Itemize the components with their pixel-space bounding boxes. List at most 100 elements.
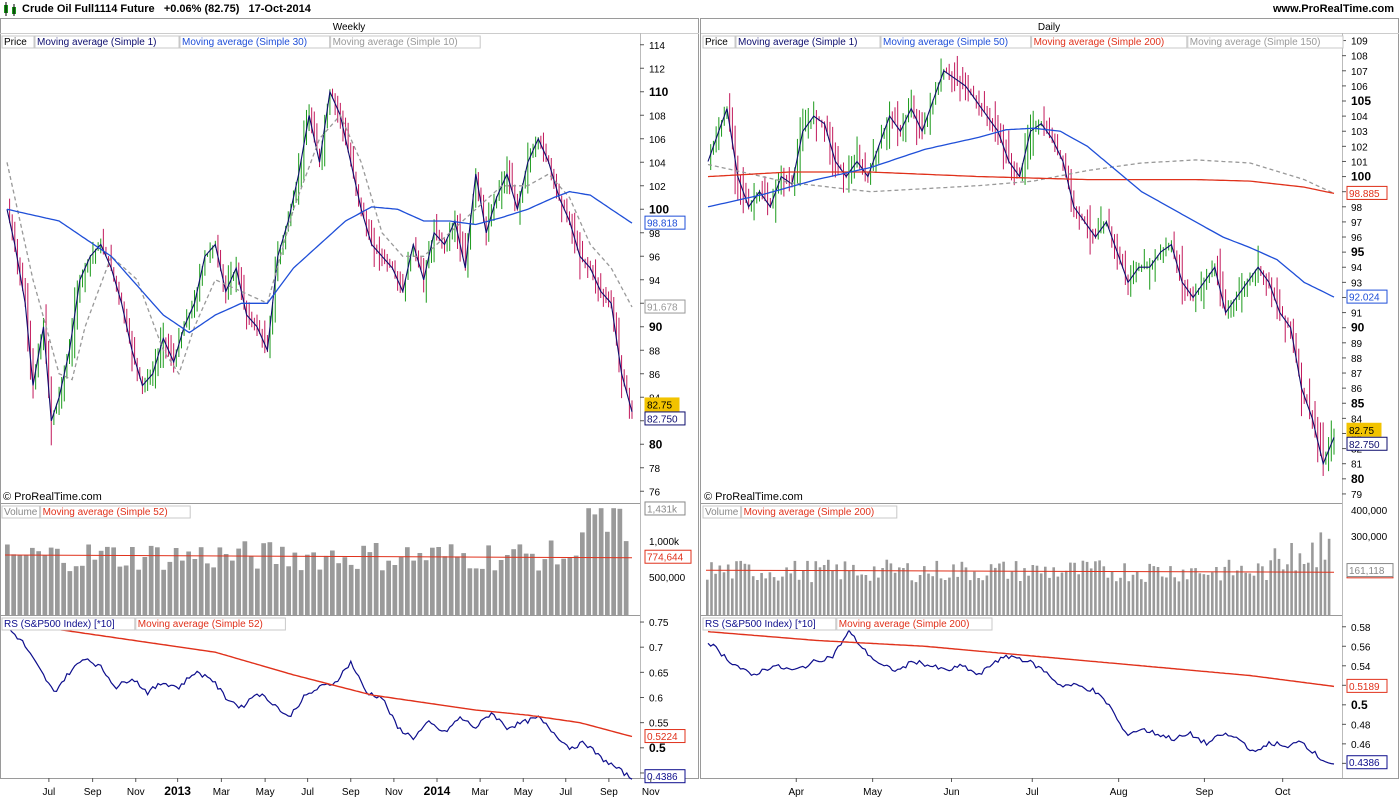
daily-volume-bar <box>818 567 822 615</box>
weekly-volume-bar <box>548 540 554 615</box>
daily-ytick-label: 85 <box>1351 396 1365 410</box>
daily-volume-bar <box>839 579 843 615</box>
daily-volume-bar <box>881 568 884 615</box>
weekly-volume-bar <box>561 558 566 615</box>
daily-volume-bar <box>722 572 726 615</box>
daily-volume-bar <box>872 566 876 615</box>
daily-volume-bar <box>814 561 818 615</box>
daily-volume-bar <box>923 566 926 615</box>
daily-volume-bar <box>1039 573 1043 615</box>
weekly-ytick-label: 106 <box>649 135 666 146</box>
daily-price-legend-box <box>702 35 736 49</box>
daily-ytick-label: 108 <box>1351 52 1368 63</box>
daily-volume-bar <box>1148 563 1151 615</box>
daily-volume-bar <box>1085 561 1089 615</box>
daily-volume-bar <box>964 567 968 615</box>
weekly-xtick-label: Nov <box>385 787 403 798</box>
daily-ytick-label: 91 <box>1351 309 1363 320</box>
daily-rs-ytick-label: 0.5 <box>1351 698 1368 712</box>
daily-last-ma1-tag: 82.750 <box>1349 440 1380 451</box>
weekly-volume-bar <box>186 551 191 615</box>
daily-volume-bar <box>985 575 989 615</box>
instrument-name: Crude Oil Full1114 Future <box>22 3 155 15</box>
weekly-volume-bar <box>55 548 60 615</box>
daily-volume-bar <box>1131 574 1135 615</box>
daily-volume-bar <box>806 560 809 615</box>
weekly-volume-bar <box>261 543 266 615</box>
daily-volume-bar <box>973 571 976 615</box>
daily-volume-bar <box>743 563 747 615</box>
weekly-volume-bar <box>236 548 241 615</box>
daily-rs-legend-box <box>836 617 993 631</box>
candlestick-logo-icon <box>4 2 16 16</box>
weekly-xtick-label: Sep <box>342 787 360 798</box>
daily-volume-bar <box>1185 579 1189 615</box>
weekly-price-legend-box <box>330 35 481 49</box>
daily-volume-bar <box>789 573 793 615</box>
daily-volume-bar <box>843 561 847 615</box>
weekly-xtick-label: Jul <box>301 787 314 798</box>
weekly-volume-bar <box>30 547 35 615</box>
daily-volume-bar <box>1269 560 1272 615</box>
daily-ytick-label: 105 <box>1351 94 1371 108</box>
weekly-volume-bar <box>430 547 435 615</box>
daily-ma200-line <box>707 171 1335 195</box>
weekly-volume-bar <box>567 558 573 615</box>
weekly-volume-bar <box>167 561 173 615</box>
daily-volume-bar <box>1323 559 1327 615</box>
daily-volume-bar <box>1035 565 1039 615</box>
weekly-volume-bar <box>136 569 141 615</box>
daily-volume-bar <box>1231 575 1235 615</box>
daily-ytick-label: 103 <box>1351 127 1368 138</box>
chart-date: 17-Oct-2014 <box>248 3 311 15</box>
daily-xtick-label: Jul <box>1026 787 1039 798</box>
daily-volume-bar <box>927 573 930 615</box>
weekly-volume-bar <box>473 568 479 615</box>
weekly-last-price-tag-box <box>644 397 680 412</box>
daily-volume-bar <box>1327 538 1331 615</box>
weekly-volume-bar <box>392 565 398 615</box>
weekly-volume-bar <box>617 508 623 615</box>
daily-xtick-label: Apr <box>788 787 804 798</box>
weekly-volume-bar <box>273 564 279 615</box>
daily-volume-bar <box>935 560 939 615</box>
weekly-volume-ma-line <box>4 554 633 559</box>
weekly-ma30-line-tag: 98.818 <box>647 219 678 230</box>
weekly-ma30-line <box>6 190 633 334</box>
daily-volume-bar <box>1135 571 1139 615</box>
weekly-volume-bar <box>11 554 16 615</box>
weekly-volume-last-tag: 1,431k <box>647 504 678 515</box>
daily-volume-bar <box>998 563 1001 615</box>
daily-rs-ytick-label: 0.46 <box>1351 740 1371 751</box>
daily-volume-bar <box>931 576 934 615</box>
daily-price-legend-item: Moving average (Simple 50) <box>883 37 1008 48</box>
weekly-volume-legend-box <box>1 505 41 519</box>
daily-ytick-label: 79 <box>1351 490 1363 501</box>
weekly-volume-bar <box>373 543 379 615</box>
daily-volume-bar <box>956 576 959 615</box>
daily-ma50-line-tag: 92.024 <box>1349 293 1380 304</box>
daily-volume-bar <box>902 568 905 615</box>
weekly-volume-ytick-label: 500,000 <box>649 573 686 584</box>
daily-volume-bar <box>760 573 763 615</box>
weekly-xtick-label: Mar <box>213 787 231 798</box>
daily-volume-bar <box>877 577 880 615</box>
weekly-rs-ytick-label: 0.5 <box>649 741 666 755</box>
weekly-ytick-label: 80 <box>649 437 663 451</box>
weekly-volume-bar <box>348 564 354 615</box>
daily-volume-last-tag-box <box>1346 563 1394 578</box>
daily-ytick-label: 95 <box>1351 245 1365 259</box>
weekly-volume-bar <box>123 565 129 615</box>
weekly-ytick-label: 108 <box>649 111 666 122</box>
daily-ytick-label: 106 <box>1351 82 1368 93</box>
website-link[interactable]: www.ProRealTime.com <box>1272 3 1394 15</box>
daily-volume-bar <box>1106 577 1110 615</box>
daily-volume-bar <box>1244 572 1247 615</box>
weekly-volume-bar <box>386 560 391 615</box>
weekly-xtick-label: Jul <box>42 787 55 798</box>
daily-volume-bar <box>1060 572 1064 615</box>
daily-volume-bar <box>714 573 717 615</box>
daily-volume-bar <box>981 580 984 615</box>
daily-volume-bar <box>1294 570 1297 615</box>
daily-volume-bar <box>1281 569 1285 615</box>
